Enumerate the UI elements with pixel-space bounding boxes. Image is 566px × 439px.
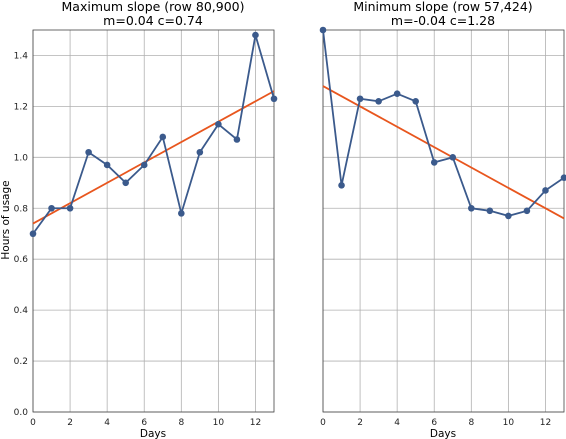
left-xlabel: Days [140, 428, 166, 439]
left-data-line [32, 34, 275, 235]
data-point [159, 133, 167, 141]
x-tick-label: 6 [431, 418, 437, 428]
data-series-line [32, 34, 275, 235]
x-tick-label: 4 [104, 418, 110, 428]
x-tick-label: 8 [178, 418, 184, 428]
x-tick-label: 0 [30, 418, 36, 428]
data-point [66, 204, 74, 212]
data-point [85, 148, 92, 156]
y-tick-label: 0.2 [14, 357, 28, 367]
right-title: Minimum slope (row 57,424) [353, 0, 532, 14]
panel-right: Minimum slope (row 57,424) m=-0.04 c=1.2… [319, 0, 566, 439]
data-point [523, 207, 531, 215]
y-tick-label: 0.4 [14, 306, 29, 316]
right-grid [322, 30, 564, 413]
x-tick-label: 8 [468, 418, 474, 428]
data-point [196, 148, 204, 156]
data-point [449, 154, 457, 161]
data-point [122, 179, 129, 187]
data-point [560, 174, 566, 182]
right-data-line [322, 29, 565, 217]
right-x-ticks: 0 2 4 6 8 10 12 [320, 418, 551, 428]
x-tick-label: 6 [141, 418, 147, 428]
y-tick-label: 0.8 [14, 204, 29, 214]
x-tick-label: 12 [540, 418, 551, 428]
left-data-points [29, 31, 278, 238]
fit-line [322, 85, 565, 220]
data-point [29, 230, 37, 238]
left-subtitle: m=0.04 c=0.74 [103, 13, 203, 28]
right-subtitle: m=-0.04 c=1.28 [391, 13, 495, 28]
x-tick-label: 2 [67, 418, 73, 428]
data-point [486, 207, 494, 215]
y-tick-label: 1.0 [14, 153, 29, 163]
data-point [375, 98, 382, 105]
data-point [542, 187, 549, 194]
data-point [233, 136, 241, 143]
data-point [468, 204, 475, 212]
left-grid [32, 30, 274, 413]
right-plot-frame [322, 29, 565, 413]
data-point [140, 161, 148, 169]
panel-left: Maximum slope (row 80,900) m=0.04 c=0.74… [0, 0, 278, 439]
x-tick-label: 0 [320, 418, 326, 428]
data-point [178, 210, 185, 217]
data-point [505, 212, 512, 220]
y-tick-label: 1.4 [14, 51, 29, 61]
data-point [319, 26, 327, 34]
right-xlabel: Days [430, 428, 456, 439]
x-tick-label: 10 [213, 418, 225, 428]
left-ylabel: Hours of usage [0, 180, 12, 259]
data-point [393, 90, 401, 97]
data-point [270, 95, 278, 103]
x-tick-label: 2 [357, 418, 363, 428]
left-plot-frame [32, 29, 275, 413]
y-tick-label: 0.6 [14, 255, 29, 265]
data-point [103, 161, 111, 169]
data-series-line [322, 29, 565, 217]
right-data-points [319, 26, 566, 220]
x-tick-label: 4 [394, 418, 400, 428]
data-point [356, 95, 364, 103]
x-tick-label: 12 [250, 418, 261, 428]
data-point [430, 159, 438, 166]
data-point [412, 98, 419, 105]
data-point [338, 182, 345, 189]
y-tick-label: 0.0 [14, 408, 29, 418]
left-title: Maximum slope (row 80,900) [62, 0, 245, 14]
data-point [252, 31, 259, 39]
data-point [215, 120, 222, 128]
data-point [48, 204, 55, 212]
left-x-ticks: 0 2 4 6 8 10 12 [30, 418, 261, 428]
x-tick-label: 10 [503, 418, 515, 428]
left-y-ticks: 0.0 0.2 0.4 0.6 0.8 1.0 1.2 1.4 [14, 51, 29, 418]
right-fit-line [322, 85, 565, 220]
y-tick-label: 1.2 [14, 102, 28, 112]
